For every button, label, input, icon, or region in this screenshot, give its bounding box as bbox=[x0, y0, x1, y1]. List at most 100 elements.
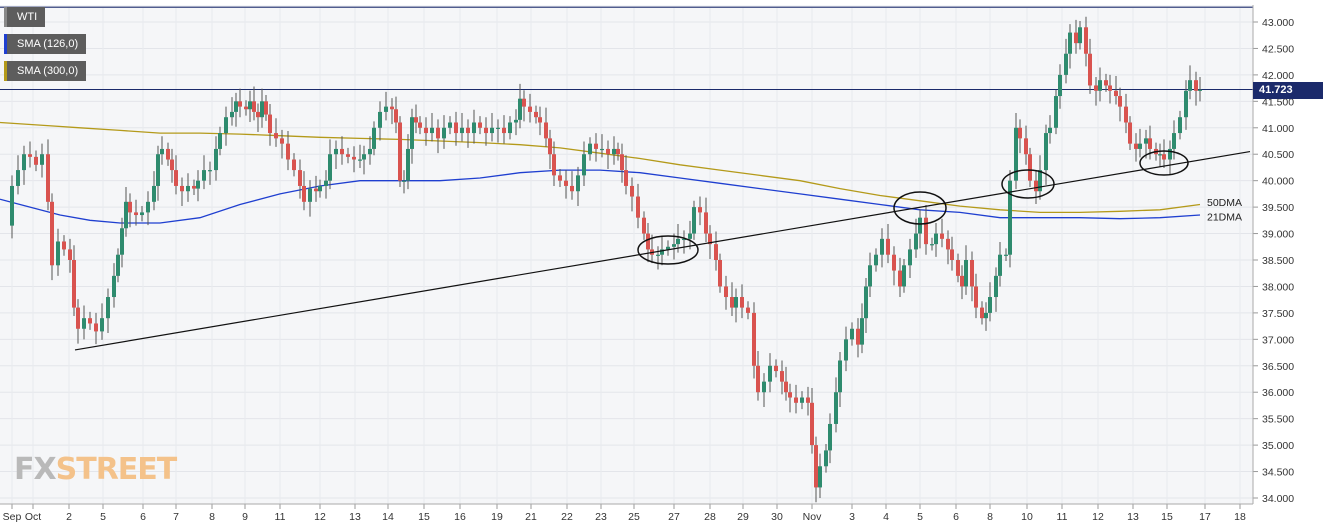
candle-body bbox=[1008, 180, 1012, 255]
y-tick-label: 39.000 bbox=[1262, 229, 1294, 241]
candle-body bbox=[646, 233, 650, 250]
candle-body bbox=[82, 318, 86, 329]
candle-body bbox=[980, 307, 984, 319]
candle-body bbox=[576, 175, 580, 192]
candle-body bbox=[252, 101, 256, 112]
candle-body bbox=[620, 154, 624, 171]
candle-body bbox=[224, 117, 228, 134]
candle-body bbox=[454, 122, 458, 134]
x-tick-label: 9 bbox=[242, 511, 248, 523]
candle-body bbox=[974, 286, 978, 308]
candle-body bbox=[94, 323, 98, 332]
candle-body bbox=[630, 185, 634, 197]
candle-body bbox=[838, 360, 842, 393]
y-tick-label: 40.000 bbox=[1262, 176, 1294, 188]
y-tick-label: 42.500 bbox=[1262, 43, 1294, 55]
legend-wti: WTI bbox=[4, 7, 46, 27]
candle-body bbox=[856, 328, 860, 345]
y-tick-label: 37.000 bbox=[1262, 334, 1294, 346]
candle-body bbox=[1188, 80, 1192, 91]
candle-body bbox=[398, 122, 402, 181]
candle-body bbox=[642, 217, 646, 234]
x-tick-label: 8 bbox=[987, 511, 993, 523]
candle-body bbox=[1058, 74, 1062, 97]
candle-body bbox=[868, 265, 872, 287]
candle-body bbox=[128, 201, 132, 213]
x-tick-label: 5 bbox=[917, 511, 923, 523]
candle-body bbox=[850, 328, 854, 340]
candle-body bbox=[472, 122, 476, 134]
candle-body bbox=[466, 127, 470, 134]
x-tick-label: 21 bbox=[525, 511, 537, 523]
candle-body bbox=[1004, 254, 1008, 256]
candle-body bbox=[202, 170, 206, 181]
candle-body bbox=[892, 254, 896, 271]
candle-body bbox=[10, 185, 14, 226]
candle-body bbox=[1084, 27, 1088, 54]
candle-body bbox=[558, 175, 562, 181]
candle-body bbox=[186, 185, 190, 192]
candle-body bbox=[860, 318, 864, 345]
candle-body bbox=[124, 201, 128, 229]
candle-body bbox=[886, 238, 890, 255]
x-tick-label: 2 bbox=[66, 511, 72, 523]
candle-body bbox=[924, 217, 928, 245]
candle-body bbox=[660, 249, 664, 255]
candle-body bbox=[724, 286, 728, 298]
candle-body bbox=[324, 180, 328, 186]
candle-body bbox=[484, 127, 488, 134]
candle-body bbox=[16, 170, 20, 186]
candle-body bbox=[874, 254, 878, 266]
candle-body bbox=[1018, 127, 1022, 139]
candle-body bbox=[730, 297, 734, 308]
candle-body bbox=[394, 109, 398, 123]
candle-body bbox=[518, 98, 522, 120]
candle-body bbox=[534, 111, 538, 118]
x-tick-label: 22 bbox=[561, 511, 573, 523]
candle-body bbox=[174, 170, 178, 186]
y-tick-label: 36.500 bbox=[1262, 361, 1294, 373]
x-tick-label: 18 bbox=[1234, 511, 1246, 523]
candle-body bbox=[430, 127, 434, 134]
candle-body bbox=[140, 212, 144, 216]
candle-body bbox=[964, 260, 968, 287]
candle-body bbox=[1128, 122, 1132, 144]
x-tick-label: 30 bbox=[771, 511, 783, 523]
candle-body bbox=[196, 180, 200, 189]
x-tick-label: 5 bbox=[100, 511, 106, 523]
candle-body bbox=[62, 241, 66, 250]
candle-body bbox=[448, 122, 452, 128]
candle-body bbox=[358, 159, 362, 161]
candle-body bbox=[834, 392, 838, 424]
candle-body bbox=[334, 148, 338, 155]
candle-body bbox=[1114, 90, 1118, 97]
candle-body bbox=[756, 365, 760, 393]
candle-body bbox=[1024, 138, 1028, 155]
candle-body bbox=[308, 188, 312, 202]
x-tick-label: 6 bbox=[953, 511, 959, 523]
candle-body bbox=[780, 371, 784, 382]
candle-body bbox=[688, 233, 692, 239]
candle-body bbox=[570, 185, 574, 192]
x-tick-label: 13 bbox=[349, 511, 361, 523]
x-tick-label: Nov bbox=[803, 511, 822, 523]
x-tick-label: 27 bbox=[668, 511, 680, 523]
candle-body bbox=[984, 312, 988, 319]
candle-body bbox=[134, 212, 138, 216]
y-tick-label: 36.000 bbox=[1262, 387, 1294, 399]
candle-body bbox=[192, 185, 196, 189]
candle-body bbox=[1048, 127, 1052, 134]
candle-body bbox=[116, 254, 120, 276]
candle-body bbox=[268, 114, 272, 134]
candle-body bbox=[676, 238, 680, 245]
candle-body bbox=[934, 233, 938, 245]
fxstreet-logo: FXSTREET bbox=[14, 452, 177, 487]
candle-body bbox=[606, 148, 610, 155]
candle-body bbox=[106, 297, 110, 319]
x-tick-label: 19 bbox=[491, 511, 503, 523]
highlight-ellipse bbox=[893, 191, 947, 225]
candle-body bbox=[970, 260, 974, 287]
sma-line bbox=[0, 169, 1201, 224]
candle-body bbox=[378, 111, 382, 128]
